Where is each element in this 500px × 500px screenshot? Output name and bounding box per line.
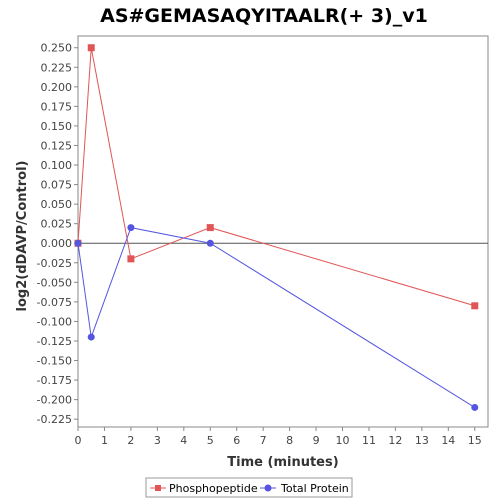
y-tick-label: -0.075 — [37, 296, 72, 309]
x-tick-label: 12 — [388, 434, 402, 447]
x-tick-label: 4 — [180, 434, 187, 447]
data-point — [87, 333, 95, 341]
legend: Phosphopeptide Total Protein — [145, 477, 353, 498]
legend-total-label: Total Protein — [280, 482, 349, 495]
y-tick-label: -0.125 — [37, 335, 72, 348]
y-tick-label: 0.150 — [41, 120, 73, 133]
x-tick-label: 14 — [441, 434, 455, 447]
y-tick-label: 0.000 — [41, 237, 73, 250]
x-tick-label: 0 — [75, 434, 82, 447]
x-tick-label: 1 — [101, 434, 108, 447]
data-point — [87, 44, 95, 52]
y-tick-label: 0.200 — [41, 81, 73, 94]
x-axis: 0 1 2 3 4 5 6 7 8 9 10 11 12 13 14 15 — [75, 427, 482, 447]
x-tick-label: 11 — [362, 434, 376, 447]
y-tick-label: 0.225 — [41, 61, 73, 74]
legend-total-marker — [264, 484, 272, 492]
y-tick-label: -0.100 — [37, 315, 72, 328]
x-tick-label: 2 — [127, 434, 134, 447]
x-tick-label: 10 — [336, 434, 350, 447]
y-tick-label: 0.125 — [41, 139, 73, 152]
x-tick-label: 6 — [233, 434, 240, 447]
y-tick-label: 0.250 — [41, 42, 73, 55]
x-tick-label: 5 — [207, 434, 214, 447]
series-layer — [74, 44, 479, 411]
y-axis-label: log2(dDAVP/Control) — [15, 161, 30, 312]
y-tick-label: -0.225 — [37, 413, 72, 426]
data-point — [471, 302, 479, 310]
plot-area — [77, 35, 489, 428]
data-point — [127, 224, 135, 232]
y-tick-label: -0.150 — [37, 355, 72, 368]
y-tick-label: -0.050 — [37, 276, 72, 289]
x-tick-label: 13 — [415, 434, 429, 447]
x-tick-label: 8 — [286, 434, 293, 447]
y-tick-label: -0.200 — [37, 394, 72, 407]
data-point — [206, 239, 214, 247]
x-axis-label: Time (minutes) — [227, 455, 338, 470]
data-point — [127, 255, 135, 263]
chart-title: AS#GEMASAQYITAALR(+ 3)_v1 — [100, 5, 428, 27]
data-point — [471, 403, 479, 411]
legend-box — [145, 477, 353, 498]
y-tick-label: 0.100 — [41, 159, 73, 172]
y-tick-label: 0.050 — [41, 198, 73, 211]
y-tick-label: -0.175 — [37, 374, 72, 387]
series-2 — [74, 224, 479, 411]
x-tick-label: 15 — [468, 434, 482, 447]
legend-phospho-marker — [155, 485, 161, 491]
legend-phospho-label: Phosphopeptide — [169, 482, 258, 495]
y-tick-label: 0.025 — [41, 218, 73, 231]
x-tick-label: 9 — [313, 434, 320, 447]
y-tick-label: 0.175 — [41, 100, 73, 113]
y-axis: -0.225 -0.200 -0.175 -0.150 -0.125 -0.100 -0.0… — [37, 42, 78, 426]
data-point — [74, 239, 82, 247]
y-tick-label: -0.025 — [37, 257, 72, 270]
y-tick-label: 0.075 — [41, 179, 73, 192]
data-point — [206, 224, 214, 232]
x-tick-label: 7 — [260, 434, 267, 447]
x-tick-label: 3 — [154, 434, 161, 447]
